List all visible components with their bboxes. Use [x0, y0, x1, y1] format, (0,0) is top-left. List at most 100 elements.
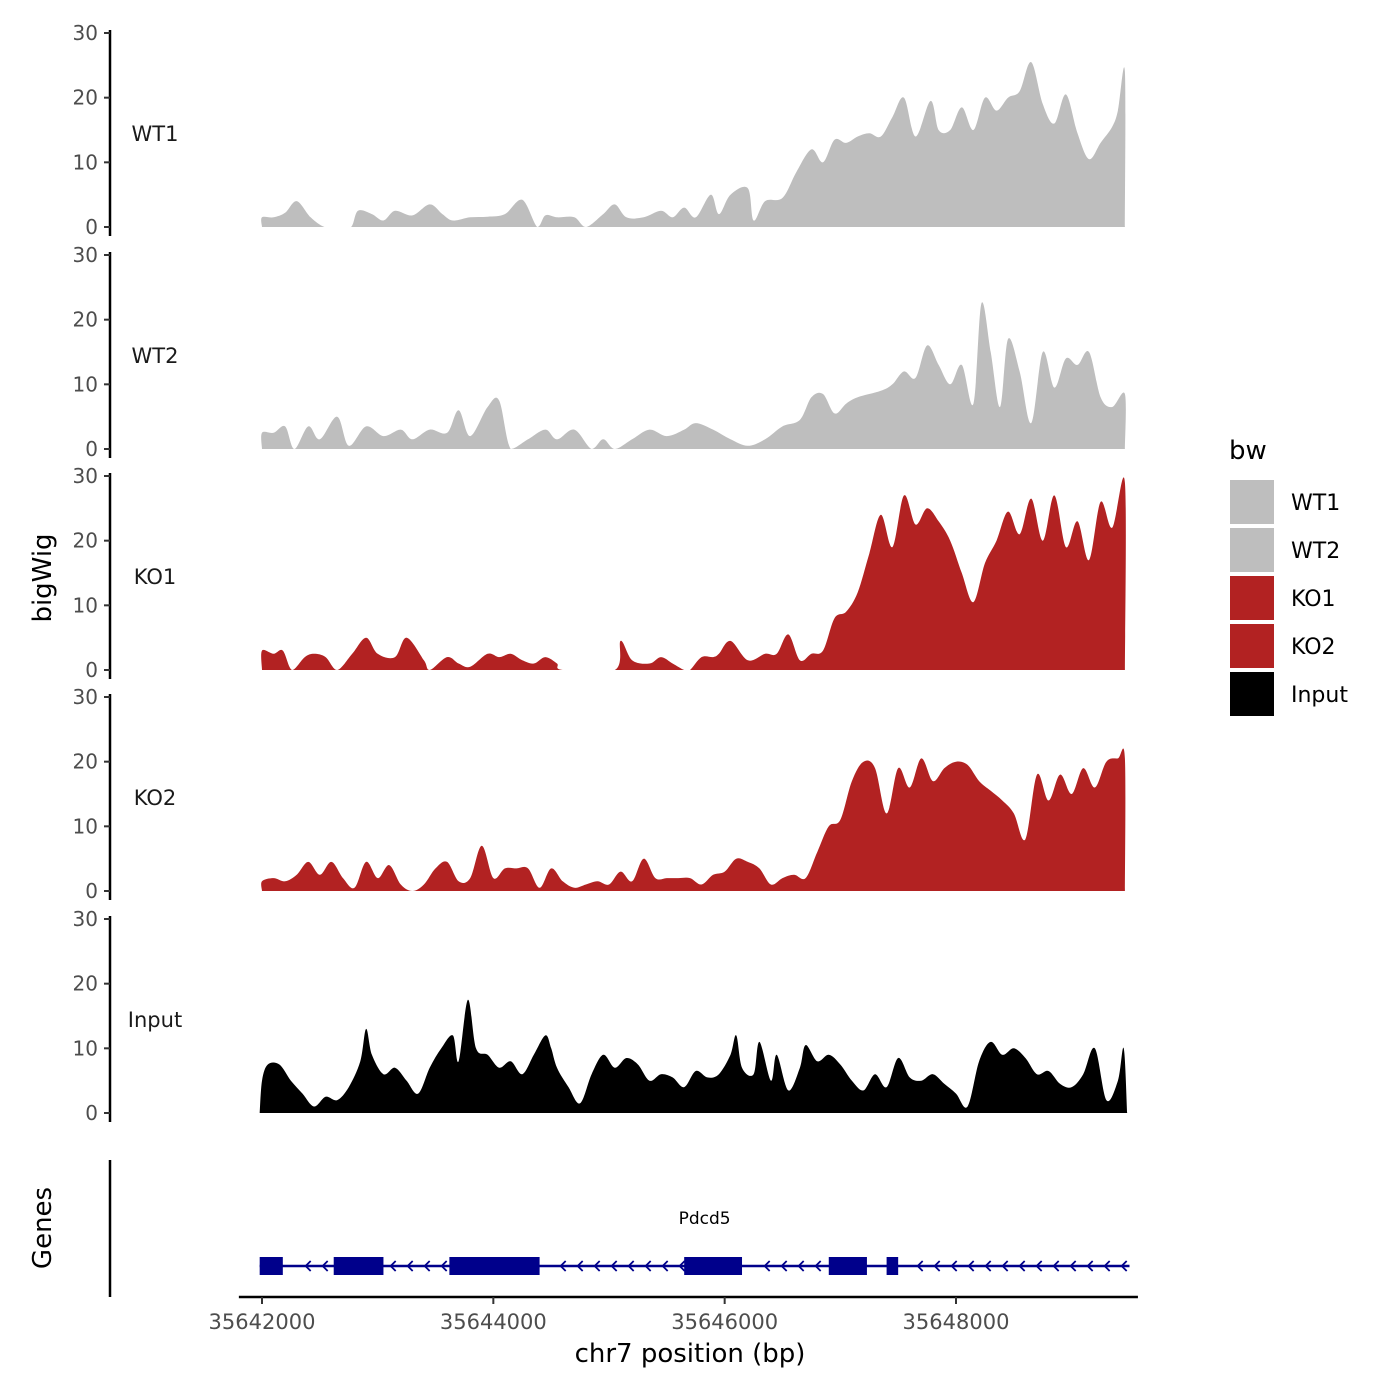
strand-arrow: [933, 1260, 941, 1272]
exon: [684, 1257, 743, 1275]
y-tick-label: 0: [85, 658, 98, 682]
track-label: Input: [128, 1008, 182, 1032]
strand-arrow: [678, 1260, 686, 1272]
legend-label: KO1: [1291, 587, 1336, 612]
x-tick-label: 35648000: [903, 1310, 1010, 1334]
y-tick-label: 0: [85, 215, 98, 239]
genes-layer: Pdcd5 35642000 35644000 35646000 35648000: [108, 1160, 1138, 1334]
strand-arrow: [559, 1260, 567, 1272]
legend-label: KO2: [1291, 635, 1336, 660]
y-tick-label: 10: [73, 372, 98, 396]
strand-arrow: [644, 1260, 652, 1272]
strand-arrow: [627, 1260, 635, 1272]
y-tick-label: 30: [73, 243, 98, 267]
exon: [259, 1257, 283, 1275]
strand-arrow: [814, 1260, 822, 1272]
y-tick-label: 30: [73, 21, 98, 45]
x-axis: 35642000 35644000 35646000 35648000: [209, 1295, 1138, 1334]
y-tick-label: 0: [85, 879, 98, 903]
coverage-area-ko1: [261, 477, 1126, 670]
strand-arrow: [423, 1260, 431, 1272]
y-tick-label: 10: [73, 150, 98, 174]
legend-item-input: Input: [1230, 672, 1348, 716]
legend-item-ko1: KO1: [1230, 576, 1336, 620]
strand-arrow: [440, 1260, 448, 1272]
strand-arrow: [1035, 1260, 1043, 1272]
coverage-area-wt1: [261, 61, 1126, 227]
strand-arrow: [593, 1260, 601, 1272]
strand-arrow: [321, 1260, 329, 1272]
strand-arrow: [1001, 1260, 1009, 1272]
strand-arrow: [984, 1260, 992, 1272]
strand-arrow: [967, 1260, 975, 1272]
y-tick-label: 0: [85, 1101, 98, 1125]
strand-arrow: [1018, 1260, 1026, 1272]
y-tick-label: 10: [73, 593, 98, 617]
strand-arrow: [1086, 1260, 1094, 1272]
strand-arrow: [389, 1260, 397, 1272]
y-tick-label: 20: [73, 86, 98, 110]
legend-label: Input: [1291, 683, 1348, 708]
y-tick-label: 30: [73, 907, 98, 931]
strand-arrow: [661, 1260, 669, 1272]
track-wt1: 0 10 20 30 WT1: [73, 21, 1126, 239]
track-wt2: 0 10 20 30 WT2: [73, 243, 1126, 461]
track-input: 0 10 20 30 Input: [73, 907, 1128, 1125]
legend-item-wt2: WT2: [1230, 528, 1340, 572]
y-tick-label: 10: [73, 1036, 98, 1060]
track-label: WT2: [132, 344, 179, 368]
coverage-area-wt2: [261, 302, 1126, 449]
track-ko1: 0 10 20 30 KO1: [73, 464, 1126, 682]
exon: [828, 1257, 867, 1275]
legend: WT1 WT2 KO1 KO2 Input: [1230, 480, 1348, 716]
track-ko2: 0 10 20 30 KO2: [73, 685, 1126, 903]
y-tick-label: 20: [73, 972, 98, 996]
tracks-layer: 0 10 20 30 WT1 0 10 20 30 WT2 0 10 20 30 KO1 0 10 20 30 KO2…: [73, 21, 1128, 1125]
legend-swatch: [1230, 624, 1274, 668]
y-tick-label: 10: [73, 814, 98, 838]
strand-arrow: [304, 1260, 312, 1272]
x-axis-title: chr7 position (bp): [575, 1339, 806, 1369]
strand-arrow: [797, 1260, 805, 1272]
strand-arrow: [950, 1260, 958, 1272]
y-tick-label: 20: [73, 750, 98, 774]
y-tick-label: 0: [85, 437, 98, 461]
x-tick-label: 35642000: [209, 1310, 316, 1334]
legend-item-wt1: WT1: [1230, 480, 1340, 524]
strand-arrow: [1052, 1260, 1060, 1272]
strand-arrow: [1120, 1260, 1128, 1272]
genes-axis-title: Genes: [28, 1187, 58, 1269]
legend-item-ko2: KO2: [1230, 624, 1336, 668]
gene-label: Pdcd5: [679, 1209, 731, 1229]
legend-swatch: [1230, 480, 1274, 524]
legend-label: WT1: [1291, 491, 1340, 516]
legend-swatch: [1230, 528, 1274, 572]
exon: [886, 1257, 899, 1275]
x-tick-label: 35646000: [671, 1310, 778, 1334]
strand-arrow: [763, 1260, 771, 1272]
strand-arrow: [916, 1260, 924, 1272]
legend-label: WT2: [1291, 539, 1340, 564]
strand-arrow: [1069, 1260, 1077, 1272]
strand-arrow: [780, 1260, 788, 1272]
legend-swatch: [1230, 576, 1274, 620]
track-label: WT1: [132, 122, 179, 146]
legend-title: bw: [1229, 436, 1267, 466]
y-tick-label: 30: [73, 464, 98, 488]
coverage-area-input: [259, 999, 1128, 1113]
strand-arrow: [576, 1260, 584, 1272]
track-label: KO2: [134, 786, 177, 810]
strand-arrow: [406, 1260, 414, 1272]
exon: [333, 1257, 384, 1275]
y-tick-label: 20: [73, 308, 98, 332]
legend-swatch: [1230, 672, 1274, 716]
coverage-area-ko2: [261, 748, 1126, 891]
y-axis-title: bigWig: [28, 533, 58, 622]
y-tick-label: 30: [73, 685, 98, 709]
strand-arrow: [1103, 1260, 1111, 1272]
x-tick-label: 35644000: [440, 1310, 547, 1334]
exon: [449, 1257, 540, 1275]
gene-pdcd5: Pdcd5: [259, 1209, 1130, 1275]
y-tick-label: 20: [73, 529, 98, 553]
